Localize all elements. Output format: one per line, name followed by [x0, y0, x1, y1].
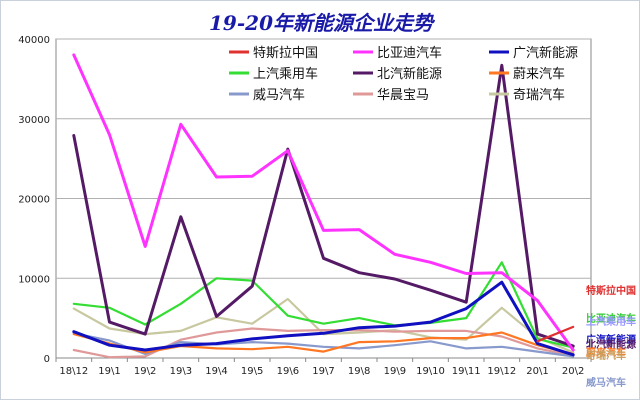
end-label: 上汽乘用车: [586, 315, 636, 328]
end-label: 奇瑞汽车: [586, 349, 626, 362]
x-tick-label: 19\5: [241, 366, 263, 377]
x-tick-label: 19\7: [312, 366, 334, 377]
legend-label: 上汽乘用车: [253, 66, 318, 82]
x-tick-label: 20\2: [562, 366, 584, 377]
legend-label: 特斯拉中国: [253, 46, 318, 61]
x-tick-label: 19\4: [205, 366, 227, 377]
legend-label: 蔚来汽车: [513, 66, 565, 82]
legend-label: 北汽新能源: [377, 66, 442, 82]
end-label: 广汽新能源: [586, 333, 636, 346]
legend-label: 广汽新能源: [513, 45, 578, 61]
x-tick-label: 19\12: [487, 366, 516, 377]
x-tick-label: 20\1: [526, 366, 548, 377]
series-line-2: [72, 53, 575, 352]
y-tick-label: 40000: [18, 35, 50, 46]
end-label: 北汽新能源: [586, 338, 636, 351]
end-label: 比亚迪汽车: [586, 312, 636, 325]
y-tick-label: 0: [44, 354, 50, 365]
x-tick-label: 19\11: [452, 366, 481, 377]
end-label: 威马汽车: [586, 376, 626, 389]
chart-title: 19-20年新能源企业走势: [209, 11, 433, 35]
legend-label: 华晨宝马: [377, 88, 429, 103]
x-tick-label: 19\8: [348, 366, 370, 377]
y-tick-label: 10000: [18, 274, 50, 285]
legend-label: 比亚迪汽车: [377, 45, 442, 61]
x-tick-label: 19\6: [277, 366, 299, 377]
x-tick-label: 19\9: [384, 366, 406, 377]
series-line-4: [72, 261, 575, 349]
y-tick-label: 30000: [18, 115, 50, 126]
y-tick-label: 20000: [18, 195, 50, 206]
end-label: 蔚来汽车: [586, 346, 626, 359]
legend-label: 威马汽车: [253, 87, 305, 103]
x-tick-label: 19\2: [134, 366, 156, 377]
x-tick-label: 19\1: [98, 366, 120, 377]
x-tick-label: 19\3: [170, 366, 192, 377]
series-line-6: [72, 331, 575, 356]
x-tick-label: 18\12: [59, 366, 88, 377]
series-line-1: [536, 325, 575, 343]
series-line-5: [72, 63, 575, 348]
x-tick-label: 19\10: [416, 366, 445, 377]
series-line-3: [72, 280, 575, 357]
legend-label: 奇瑞汽车: [513, 87, 565, 103]
end-label: 特斯拉中国: [586, 284, 636, 297]
